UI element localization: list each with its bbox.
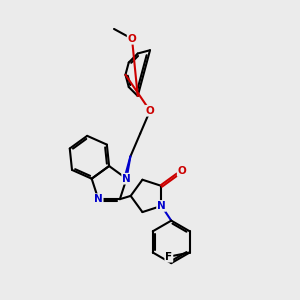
Text: O: O bbox=[178, 166, 187, 176]
Text: N: N bbox=[157, 201, 166, 211]
Text: N: N bbox=[122, 174, 131, 184]
Text: N: N bbox=[94, 194, 103, 204]
Text: O: O bbox=[146, 106, 154, 116]
Text: O: O bbox=[128, 34, 136, 44]
Text: F: F bbox=[165, 252, 172, 262]
